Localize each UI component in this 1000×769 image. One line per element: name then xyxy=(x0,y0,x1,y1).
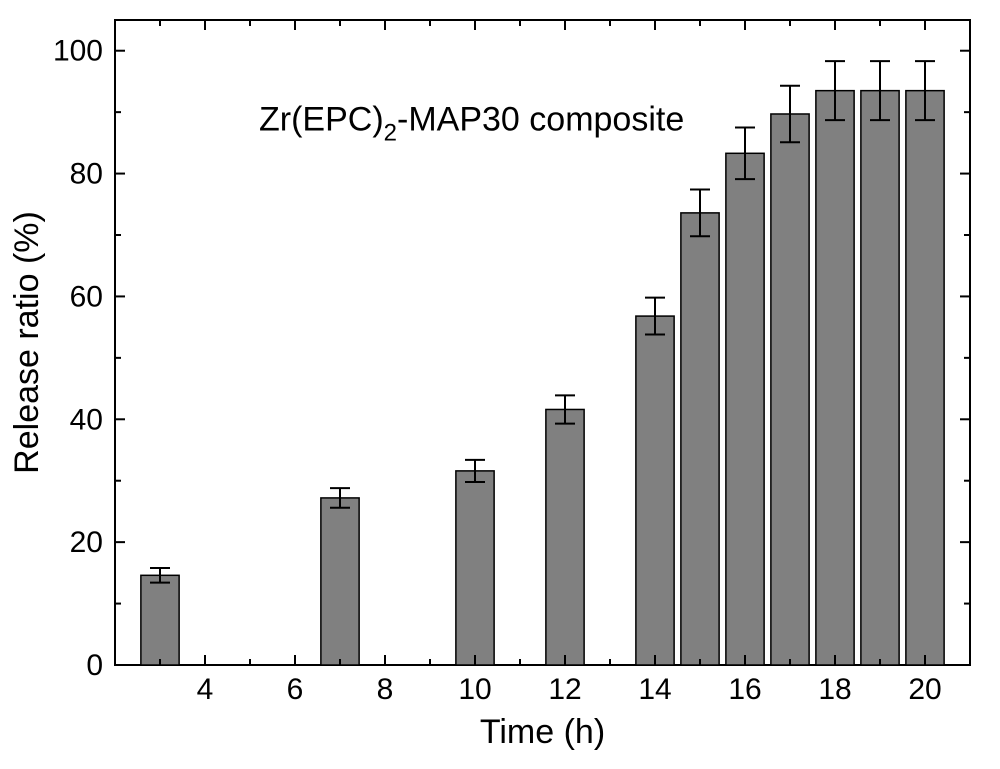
bar-16 xyxy=(726,153,764,665)
bar-15 xyxy=(681,213,719,665)
x-tick-label: 20 xyxy=(908,673,941,706)
bar-12 xyxy=(546,409,584,665)
x-tick-label: 12 xyxy=(548,673,581,706)
x-tick-label: 10 xyxy=(458,673,491,706)
y-tick-label: 60 xyxy=(70,280,103,313)
bar-17 xyxy=(771,114,809,665)
bar-14 xyxy=(636,316,674,665)
bars-group xyxy=(141,91,944,665)
release-ratio-bar-chart: 4 6 8 10 12 14 16 18 20 0 20 40 60 80 100 Release rat… xyxy=(0,0,1000,769)
bar-10 xyxy=(456,471,494,665)
y-tick-label: 0 xyxy=(86,649,103,682)
x-tick-label: 14 xyxy=(638,673,671,706)
y-tick-labels: 0 20 40 60 80 100 xyxy=(53,35,103,682)
y-tick-label: 100 xyxy=(53,35,103,68)
y-axis-label: Release ratio (%) xyxy=(8,211,46,474)
x-axis-label: Time (h) xyxy=(480,713,605,751)
bar-18 xyxy=(816,91,854,665)
x-tick-label: 18 xyxy=(818,673,851,706)
x-tick-label: 4 xyxy=(197,673,214,706)
x-tick-labels: 4 6 8 10 12 14 16 18 20 xyxy=(197,673,942,706)
bar-7 xyxy=(321,498,359,665)
bar-20 xyxy=(906,91,944,665)
bar-3 xyxy=(141,575,179,665)
y-tick-label: 40 xyxy=(70,403,103,436)
y-tick-label: 20 xyxy=(70,526,103,559)
bar-19 xyxy=(861,91,899,665)
y-tick-label: 80 xyxy=(70,158,103,191)
x-tick-label: 8 xyxy=(377,673,394,706)
legend-text: Zr(EPC)2-MAP30 composite xyxy=(259,101,684,147)
x-tick-label: 6 xyxy=(287,673,304,706)
x-tick-label: 16 xyxy=(728,673,761,706)
